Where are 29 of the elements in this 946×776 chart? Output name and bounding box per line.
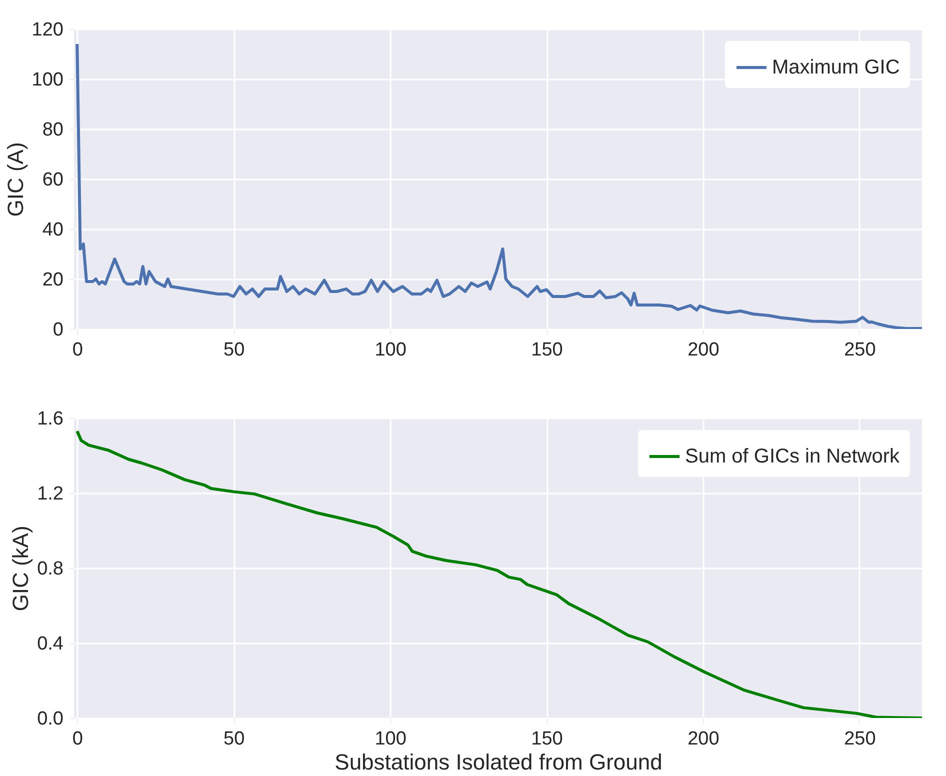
- y-axis-title: GIC (kA): [8, 526, 34, 612]
- y-tick-label: 20: [42, 270, 64, 290]
- y-tick-label: 60: [42, 170, 64, 190]
- x-tick-label: 100: [374, 340, 406, 360]
- x-axis-title: Substations Isolated from Ground: [334, 750, 662, 774]
- y-tick-label: 100: [32, 70, 64, 90]
- y-tick-label: 1.6: [37, 408, 64, 430]
- x-tick-label: 50: [224, 340, 245, 360]
- x-tick-label: 150: [531, 728, 563, 750]
- x-tick-label: 100: [374, 728, 406, 750]
- y-tick-label: 0.8: [37, 558, 64, 580]
- y-axis-title: GIC (A): [2, 142, 28, 217]
- x-tick-label: 150: [531, 340, 563, 360]
- y-tick-label: 120: [32, 20, 64, 40]
- y-tick-label: 1.2: [37, 484, 64, 504]
- y-tick-label: 0.4: [37, 634, 64, 654]
- legend-label: Maximum GIC: [772, 56, 900, 78]
- y-tick-label: 0.0: [37, 708, 64, 730]
- x-tick-label: 50: [224, 728, 245, 750]
- y-tick-label: 80: [42, 120, 64, 140]
- y-tick-label: 40: [42, 220, 64, 240]
- x-tick-label: 200: [688, 728, 720, 750]
- x-tick-label: 200: [688, 340, 720, 360]
- y-tick-label: 0: [52, 320, 64, 340]
- legend-label: Sum of GICs in Network: [685, 446, 900, 468]
- x-tick-label: 0: [72, 340, 83, 360]
- x-tick-label: 250: [844, 340, 876, 360]
- x-tick-label: 250: [844, 728, 876, 750]
- x-tick-label: 0: [72, 728, 83, 750]
